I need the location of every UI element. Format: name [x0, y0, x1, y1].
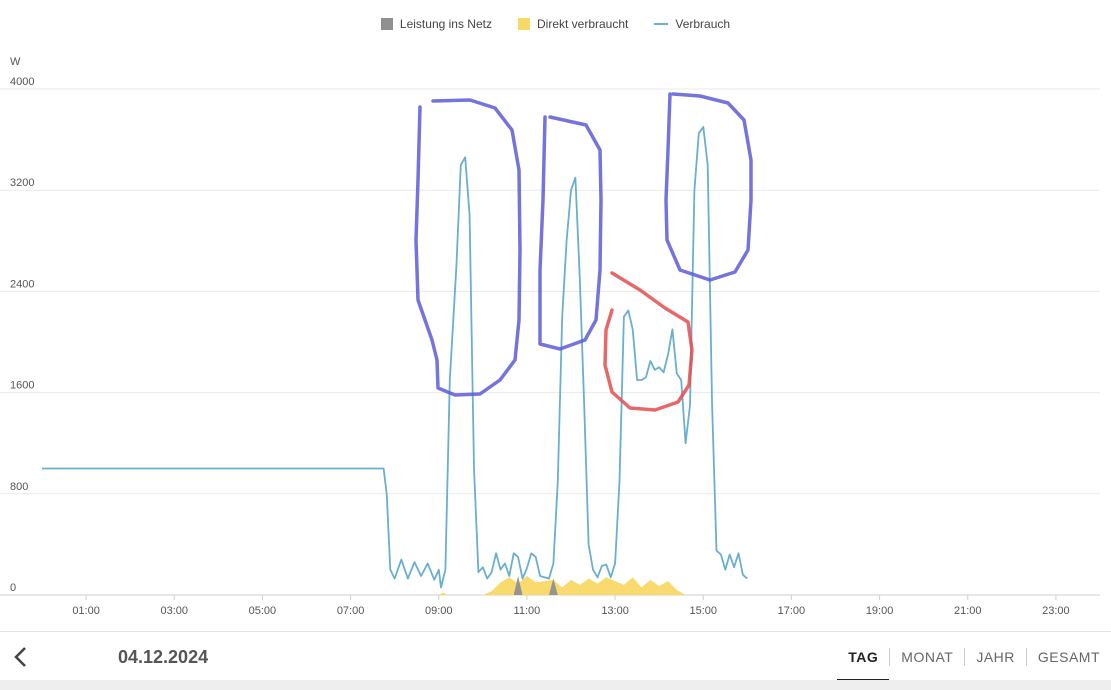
y-tick-label: 3200	[10, 177, 34, 189]
chart-legend: Leistung ins Netz Direkt verbraucht Verb…	[0, 17, 1111, 31]
annotation-d-1	[414, 98, 522, 397]
y-tick-label: 800	[10, 481, 28, 493]
legend-label: Leistung ins Netz	[399, 17, 492, 31]
annotation-red-loop	[603, 271, 694, 412]
y-tick-label: 0	[10, 582, 16, 594]
y-tick-label: 4000	[10, 76, 34, 88]
x-tick-label: 03:00	[160, 605, 188, 617]
legend-item-direkt-verbraucht[interactable]: Direkt verbraucht	[517, 17, 629, 31]
tab-jahr[interactable]: JAHR	[976, 648, 1015, 665]
annotation-d-2	[538, 115, 603, 351]
tab-divider	[889, 647, 891, 666]
tab-divider	[964, 647, 966, 666]
tab-monat[interactable]: MONAT	[901, 648, 954, 665]
x-tick-label: 11:00	[514, 605, 541, 617]
tab-divider	[1025, 647, 1027, 666]
x-tick-label: 01:00	[72, 605, 100, 617]
x-tick-label: 19:00	[866, 605, 894, 617]
x-tick-label: 05:00	[249, 605, 277, 617]
series-verbrauch	[42, 126, 748, 589]
legend-item-leistung-ins-netz[interactable]: Leistung ins Netz	[380, 17, 492, 31]
x-tick-label: 15:00	[689, 605, 717, 617]
x-tick-label: 21:00	[954, 605, 982, 617]
x-tick-label: 09:00	[425, 605, 453, 617]
x-tick-label: 23:00	[1042, 605, 1070, 617]
annotation-d-3	[664, 92, 753, 282]
legend-label: Verbrauch	[675, 17, 731, 31]
legend-item-verbrauch[interactable]: Verbrauch	[654, 17, 730, 31]
bottom-strip	[0, 680, 1111, 690]
legend-swatch-direct	[517, 18, 530, 30]
legend-swatch-grid	[380, 18, 393, 30]
period-tabs: TAG MONAT JAHR GESAMT	[837, 632, 1111, 682]
x-tick-label: 07:00	[337, 605, 365, 617]
date-navigation-bar: 04.12.2024 TAG MONAT JAHR GESAMT	[0, 631, 1111, 682]
series-direkt-verbraucht	[438, 576, 686, 595]
legend-swatch-consumption	[654, 23, 669, 25]
tab-tag[interactable]: TAG	[837, 632, 890, 682]
x-tick-label: 17:00	[778, 605, 806, 617]
y-tick-label: 1600	[10, 380, 34, 392]
chevron-left-icon[interactable]	[10, 644, 34, 670]
x-tick-label: 13:00	[601, 605, 629, 617]
series-leistung-ins-netz	[513, 576, 558, 595]
energy-chart: 0 800 1600 2400 3200 4000 W 01:00 03:00 05:00 07:0…	[0, 56, 1100, 617]
current-date: 04.12.2024	[118, 647, 209, 667]
tab-gesamt[interactable]: GESAMT	[1037, 648, 1100, 665]
y-axis-label: W	[10, 56, 21, 68]
legend-label: Direkt verbraucht	[536, 17, 629, 31]
y-tick-label: 2400	[10, 278, 34, 290]
